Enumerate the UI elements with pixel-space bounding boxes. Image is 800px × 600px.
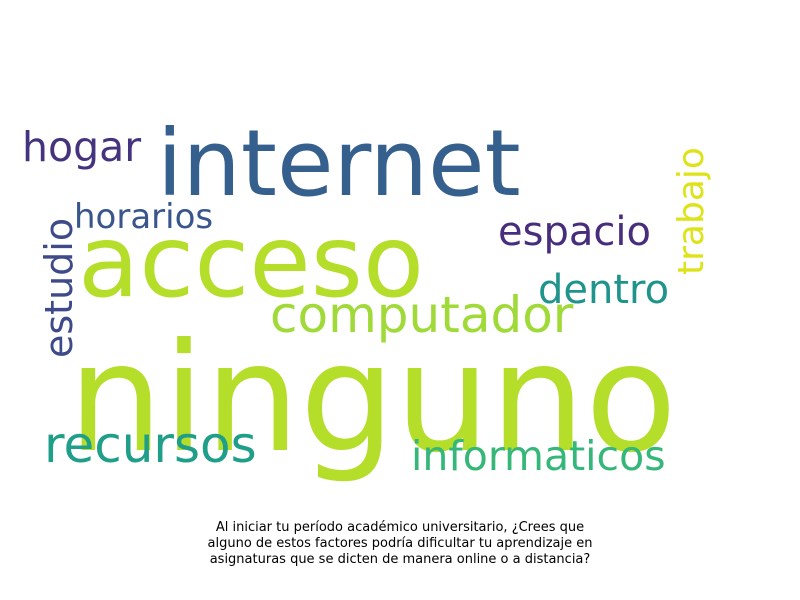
- word-ninguno: ninguno: [68, 312, 677, 486]
- figure-caption: Al iniciar tu período académico universi…: [150, 520, 650, 568]
- word-horarios: horarios: [74, 197, 214, 237]
- word-internet: internet: [157, 110, 521, 217]
- word-trabajo: trabajo: [671, 147, 712, 275]
- caption-line-3: asignaturas que se dicten de manera onli…: [209, 552, 591, 567]
- caption-line-1: Al iniciar tu período académico universi…: [215, 520, 585, 535]
- word-espacio: espacio: [498, 209, 651, 255]
- word-recursos: recursos: [44, 416, 257, 474]
- word-acceso: acceso: [78, 203, 425, 320]
- word-informaticos: informaticos: [411, 432, 666, 480]
- caption-line-2: alguno de estos factores podría dificult…: [207, 536, 593, 551]
- word-hogar: hogar: [22, 123, 142, 171]
- word-dentro: dentro: [538, 267, 670, 313]
- word-estudio: estudio: [37, 217, 81, 358]
- word-computador: computador: [270, 286, 574, 344]
